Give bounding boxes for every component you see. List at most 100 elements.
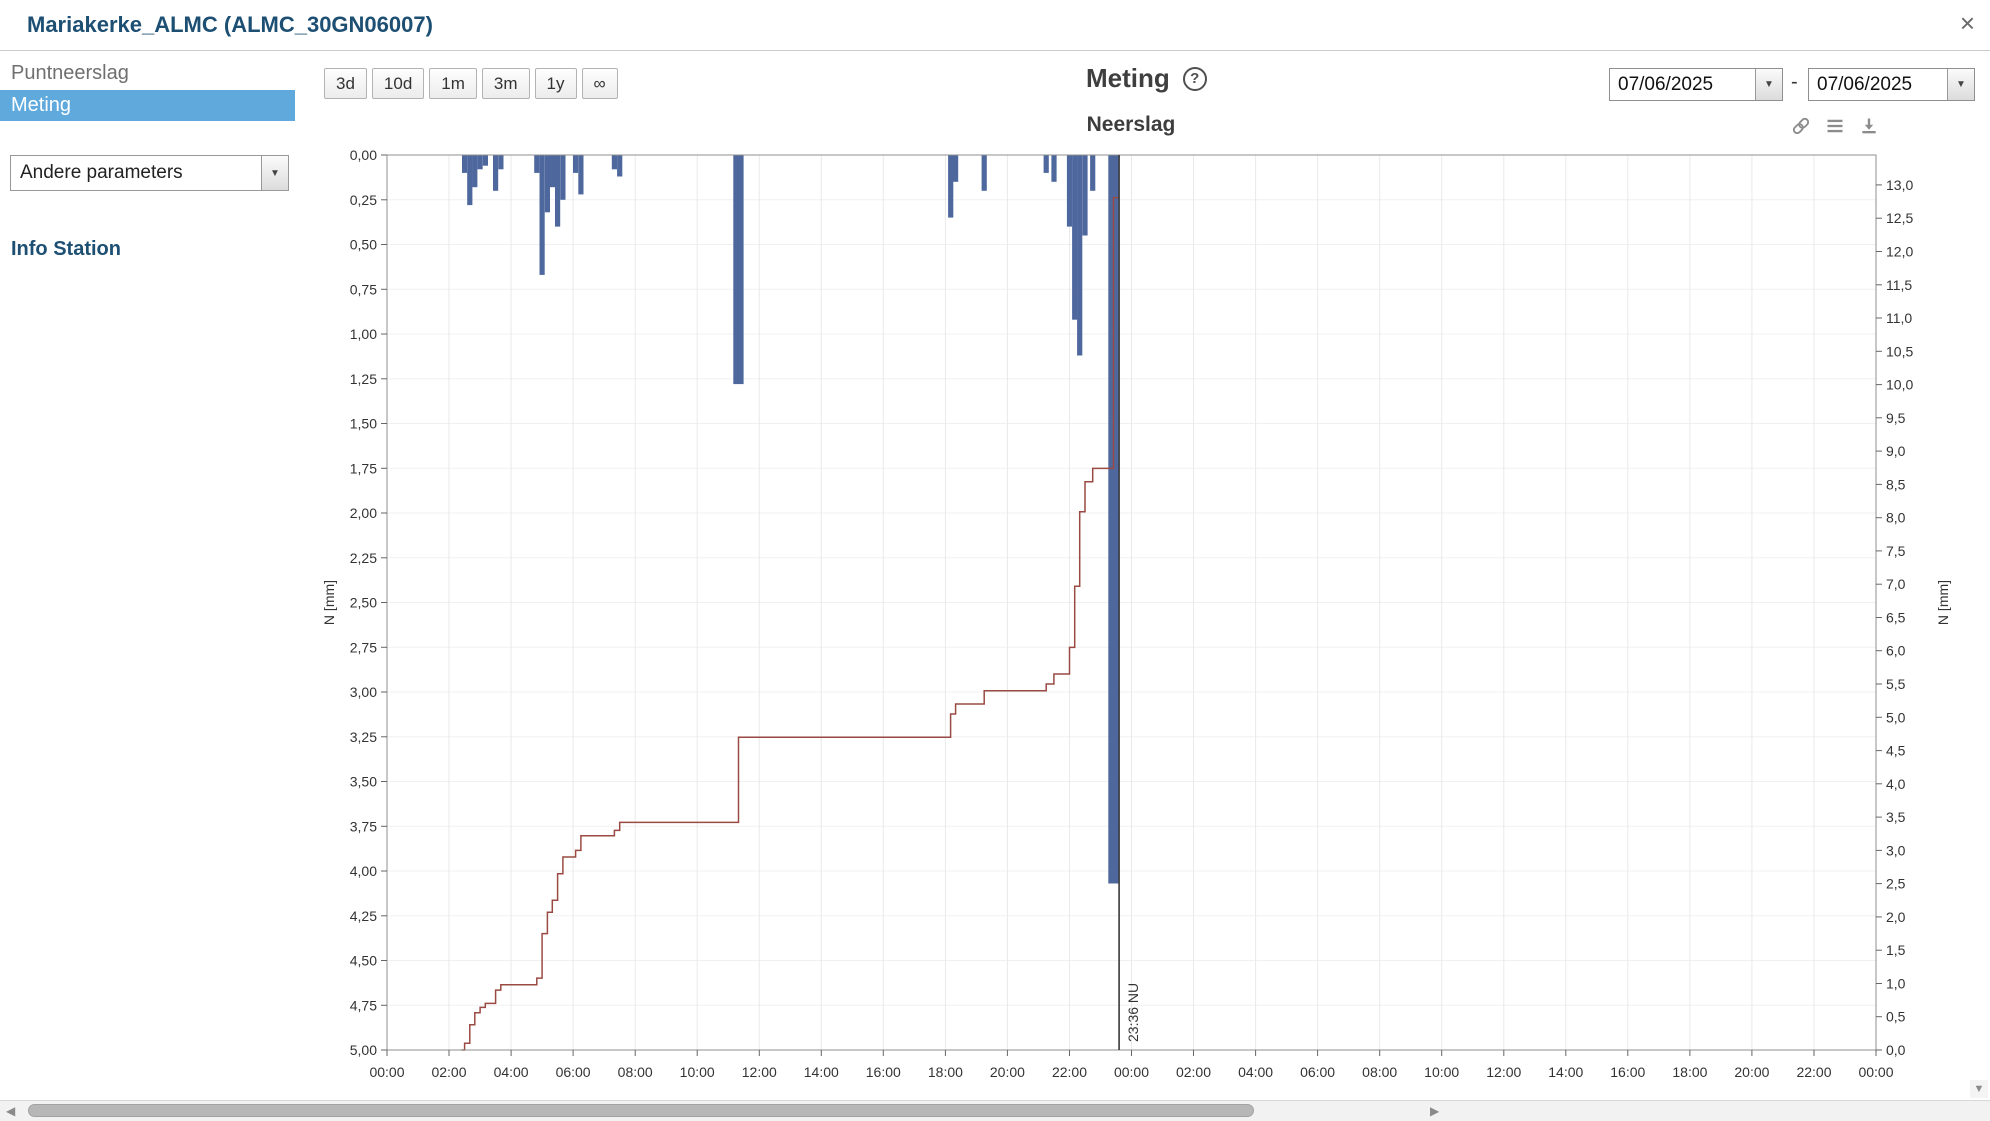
svg-text:0,25: 0,25 [350, 192, 377, 208]
svg-text:1,00: 1,00 [350, 326, 377, 342]
svg-text:2,25: 2,25 [350, 550, 377, 566]
parameters-select[interactable]: Andere parameters ▼ [10, 155, 289, 191]
svg-text:02:00: 02:00 [431, 1064, 466, 1080]
range-button-infinity[interactable]: ∞ [581, 68, 618, 99]
svg-text:4,25: 4,25 [350, 908, 377, 924]
svg-text:4,5: 4,5 [1886, 743, 1906, 759]
svg-text:22:00: 22:00 [1796, 1064, 1831, 1080]
svg-text:0,50: 0,50 [350, 237, 377, 253]
date-from-input[interactable]: 07/06/2025 ▼ [1609, 68, 1783, 101]
svg-text:23:36 NU: 23:36 NU [1125, 983, 1141, 1042]
scroll-right-icon[interactable]: ▶ [1430, 1104, 1440, 1118]
svg-text:10,0: 10,0 [1886, 377, 1913, 393]
range-button-10d[interactable]: 10d [371, 68, 425, 99]
svg-text:4,50: 4,50 [350, 953, 377, 969]
svg-text:02:00: 02:00 [1176, 1064, 1211, 1080]
download-icon[interactable] [1859, 116, 1879, 136]
svg-text:4,75: 4,75 [350, 997, 377, 1013]
svg-text:12,0: 12,0 [1886, 244, 1913, 260]
svg-text:18:00: 18:00 [928, 1064, 963, 1080]
svg-text:9,5: 9,5 [1886, 410, 1906, 426]
svg-text:2,0: 2,0 [1886, 909, 1906, 925]
chevron-down-icon[interactable]: ▼ [1947, 69, 1974, 100]
svg-text:16:00: 16:00 [866, 1064, 901, 1080]
svg-text:22:00: 22:00 [1052, 1064, 1087, 1080]
parameters-select-value: Andere parameters [20, 162, 183, 183]
svg-text:1,50: 1,50 [350, 416, 377, 432]
svg-text:13,0: 13,0 [1886, 177, 1913, 193]
scroll-left-icon[interactable]: ◀ [6, 1104, 16, 1118]
svg-text:8,5: 8,5 [1886, 476, 1906, 492]
svg-text:3,50: 3,50 [350, 774, 377, 790]
chart-toolbar-icons [1791, 116, 1879, 136]
svg-text:5,00: 5,00 [350, 1042, 377, 1058]
svg-text:N [mm]: N [mm] [321, 580, 337, 625]
svg-text:7,5: 7,5 [1886, 543, 1906, 559]
scroll-down-icon[interactable]: ▼ [1970, 1080, 1988, 1098]
chart-title: Neerslag [1086, 113, 1176, 136]
svg-text:20:00: 20:00 [990, 1064, 1025, 1080]
svg-text:12:00: 12:00 [1486, 1064, 1521, 1080]
svg-text:7,0: 7,0 [1886, 576, 1906, 592]
svg-text:04:00: 04:00 [1238, 1064, 1273, 1080]
range-button-1y[interactable]: 1y [534, 68, 577, 99]
svg-text:06:00: 06:00 [1300, 1064, 1335, 1080]
svg-text:12,5: 12,5 [1886, 210, 1913, 226]
svg-text:3,00: 3,00 [350, 684, 377, 700]
svg-text:2,5: 2,5 [1886, 876, 1906, 892]
svg-text:10:00: 10:00 [680, 1064, 715, 1080]
svg-text:04:00: 04:00 [494, 1064, 529, 1080]
svg-text:1,0: 1,0 [1886, 976, 1906, 992]
svg-text:6,0: 6,0 [1886, 643, 1906, 659]
svg-text:14:00: 14:00 [804, 1064, 839, 1080]
svg-text:4,00: 4,00 [350, 863, 377, 879]
window-header: Mariakerke_ALMC (ALMC_30GN06007) × [0, 0, 1990, 51]
sidebar-item-puntneerslag[interactable]: Puntneerslag [11, 62, 129, 84]
sidebar-item-meting[interactable]: Meting [0, 90, 295, 121]
chevron-down-icon[interactable]: ▼ [1755, 69, 1782, 100]
range-button-3m[interactable]: 3m [481, 68, 530, 99]
svg-text:0,0: 0,0 [1886, 1042, 1906, 1058]
table-list-icon[interactable] [1825, 116, 1845, 136]
svg-text:0,00: 0,00 [350, 147, 377, 163]
range-button-group: 3d 10d 1m 3m 1y ∞ [324, 68, 618, 99]
svg-text:5,5: 5,5 [1886, 676, 1906, 692]
svg-text:10:00: 10:00 [1424, 1064, 1459, 1080]
svg-text:00:00: 00:00 [1114, 1064, 1149, 1080]
svg-text:16:00: 16:00 [1610, 1064, 1645, 1080]
info-station-link[interactable]: Info Station [11, 238, 121, 260]
svg-text:3,0: 3,0 [1886, 842, 1906, 858]
svg-text:20:00: 20:00 [1734, 1064, 1769, 1080]
link-icon[interactable] [1791, 116, 1811, 136]
svg-text:2,00: 2,00 [350, 505, 377, 521]
date-to-value: 07/06/2025 [1817, 73, 1913, 95]
svg-text:3,5: 3,5 [1886, 809, 1906, 825]
svg-text:18:00: 18:00 [1672, 1064, 1707, 1080]
svg-text:11,5: 11,5 [1886, 277, 1912, 293]
close-icon[interactable]: × [1959, 8, 1975, 38]
svg-text:4,0: 4,0 [1886, 776, 1906, 792]
chevron-down-icon[interactable]: ▼ [261, 156, 288, 190]
horizontal-scrollbar[interactable]: ◀ ▶ [0, 1100, 1990, 1121]
date-from-value: 07/06/2025 [1618, 73, 1714, 95]
svg-text:0,5: 0,5 [1886, 1009, 1906, 1025]
svg-text:0,75: 0,75 [350, 281, 377, 297]
range-button-3d[interactable]: 3d [324, 68, 367, 99]
range-button-1m[interactable]: 1m [429, 68, 477, 99]
page-heading-wrap: Meting ? [1086, 63, 1207, 94]
svg-text:2,50: 2,50 [350, 595, 377, 611]
svg-text:1,75: 1,75 [350, 460, 377, 476]
svg-text:12:00: 12:00 [742, 1064, 777, 1080]
svg-text:1,25: 1,25 [350, 371, 377, 387]
svg-text:8,0: 8,0 [1886, 510, 1906, 526]
horizontal-scrollbar-thumb[interactable] [28, 1104, 1254, 1117]
svg-text:10,5: 10,5 [1886, 343, 1913, 359]
help-icon[interactable]: ? [1182, 66, 1207, 91]
svg-text:11,0: 11,0 [1886, 310, 1912, 326]
page-title: Meting [1086, 63, 1170, 93]
svg-text:5,0: 5,0 [1886, 709, 1906, 725]
date-to-input[interactable]: 07/06/2025 ▼ [1808, 68, 1975, 101]
svg-text:00:00: 00:00 [369, 1064, 404, 1080]
